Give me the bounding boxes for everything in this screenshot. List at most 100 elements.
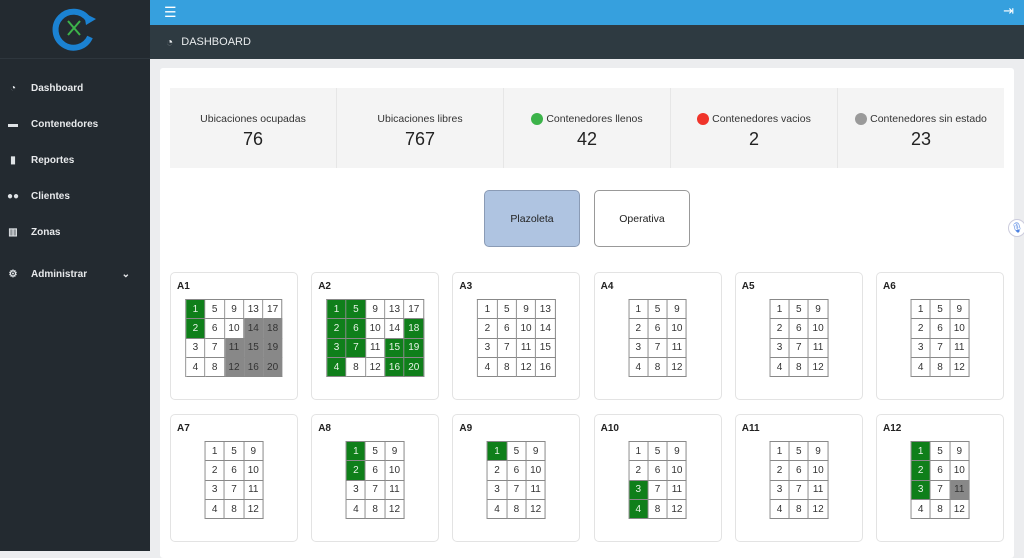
slot-cell[interactable]: 10 (224, 319, 245, 339)
slot-cell[interactable]: 11 (667, 480, 688, 500)
zone-card-a5[interactable]: A5 1 2 3 4 5 6 7 8 9 10 11 12 (734, 272, 863, 400)
slot-cell[interactable]: 3 (629, 480, 649, 500)
slot-cell[interactable]: 9 (667, 300, 688, 320)
slot-cell[interactable]: 12 (808, 499, 829, 520)
slot-cell[interactable]: 4 (327, 357, 347, 378)
slot-cell[interactable]: 11 (244, 480, 264, 500)
slot-cell[interactable]: 12 (667, 499, 688, 520)
slot-cell[interactable]: 4 (911, 499, 931, 520)
slot-cell[interactable]: 1 (770, 442, 790, 462)
slot-cell[interactable]: 17 (404, 300, 424, 320)
slot-cell[interactable]: 9 (516, 300, 537, 320)
slot-cell[interactable]: 12 (244, 499, 264, 520)
slot-cell[interactable]: 2 (911, 319, 931, 339)
slot-cell[interactable]: 7 (497, 338, 517, 358)
slot-cell[interactable]: 1 (629, 300, 649, 320)
slot-cell[interactable]: 2 (770, 319, 790, 339)
slot-cell[interactable]: 8 (507, 499, 527, 520)
slot-cell[interactable]: 16 (244, 357, 264, 378)
slot-cell[interactable]: 1 (327, 300, 347, 320)
slot-cell[interactable]: 6 (789, 319, 809, 339)
slot-cell[interactable]: 17 (263, 300, 283, 320)
slot-cell[interactable]: 9 (224, 300, 245, 320)
sidebar-item-clientes[interactable]: ●● Clientes (0, 184, 150, 208)
slot-cell[interactable]: 12 (667, 357, 688, 378)
slot-cell[interactable]: 9 (526, 442, 546, 462)
slot-cell[interactable]: 6 (497, 319, 517, 339)
slot-cell[interactable]: 1 (911, 300, 931, 320)
slot-cell[interactable]: 3 (770, 480, 790, 500)
slot-cell[interactable]: 11 (385, 480, 405, 500)
slot-cell[interactable]: 10 (808, 461, 829, 481)
slot-cell[interactable]: 4 (346, 499, 367, 520)
slot-cell[interactable]: 6 (205, 319, 225, 339)
slot-cell[interactable]: 9 (385, 442, 405, 462)
slot-cell[interactable]: 10 (244, 461, 264, 481)
slot-cell[interactable]: 19 (263, 338, 283, 358)
slot-cell[interactable]: 8 (789, 499, 809, 520)
slot-cell[interactable]: 8 (648, 357, 668, 378)
slot-cell[interactable]: 7 (224, 480, 245, 500)
slot-cell[interactable]: 11 (516, 338, 537, 358)
slot-cell[interactable]: 7 (346, 338, 367, 358)
slot-cell[interactable]: 14 (536, 319, 556, 339)
slot-cell[interactable]: 11 (808, 338, 829, 358)
microphone-icon[interactable]: 🎙 (1008, 219, 1024, 237)
slot-cell[interactable]: 15 (244, 338, 264, 358)
zone-card-a8[interactable]: A8 1 2 3 4 5 6 7 8 9 10 11 12 (311, 414, 440, 542)
slot-cell[interactable]: 2 (911, 461, 931, 481)
slot-cell[interactable]: 4 (770, 499, 790, 520)
slot-cell[interactable]: 5 (930, 442, 951, 462)
slot-cell[interactable]: 2 (327, 319, 347, 339)
plazoleta-button[interactable]: Plazoleta (484, 190, 580, 247)
slot-cell[interactable]: 3 (327, 338, 347, 358)
slot-cell[interactable]: 1 (770, 300, 790, 320)
slot-cell[interactable]: 2 (629, 461, 649, 481)
slot-cell[interactable]: 8 (205, 357, 225, 378)
slot-cell[interactable]: 3 (770, 338, 790, 358)
slot-cell[interactable]: 10 (950, 319, 970, 339)
slot-cell[interactable]: 10 (366, 319, 386, 339)
slot-cell[interactable]: 9 (667, 442, 688, 462)
slot-cell[interactable]: 14 (385, 319, 405, 339)
zone-card-a12[interactable]: A12 1 2 3 4 5 6 7 8 9 10 11 12 (876, 414, 1004, 542)
slot-cell[interactable]: 16 (536, 357, 556, 378)
zone-card-a11[interactable]: A11 1 2 3 4 5 6 7 8 9 10 11 12 (734, 414, 863, 542)
slot-cell[interactable]: 4 (487, 499, 508, 520)
slot-cell[interactable]: 6 (789, 461, 809, 481)
slot-cell[interactable]: 3 (346, 480, 367, 500)
slot-cell[interactable]: 3 (911, 338, 931, 358)
slot-cell[interactable]: 20 (263, 357, 283, 378)
slot-cell[interactable]: 12 (516, 357, 537, 378)
slot-cell[interactable]: 7 (930, 338, 951, 358)
slot-cell[interactable]: 11 (366, 338, 386, 358)
slot-cell[interactable]: 3 (629, 338, 649, 358)
slot-cell[interactable]: 4 (911, 357, 931, 378)
sidebar-item-zonas[interactable]: ▥ Zonas (0, 220, 150, 244)
slot-cell[interactable]: 5 (366, 442, 386, 462)
slot-cell[interactable]: 9 (950, 300, 970, 320)
slot-cell[interactable]: 7 (648, 480, 668, 500)
slot-cell[interactable]: 12 (808, 357, 829, 378)
slot-cell[interactable]: 5 (789, 442, 809, 462)
slot-cell[interactable]: 7 (507, 480, 527, 500)
slot-cell[interactable]: 4 (770, 357, 790, 378)
slot-cell[interactable]: 12 (385, 499, 405, 520)
slot-cell[interactable]: 10 (526, 461, 546, 481)
slot-cell[interactable]: 1 (487, 442, 508, 462)
slot-cell[interactable]: 2 (205, 461, 225, 481)
slot-cell[interactable]: 6 (648, 461, 668, 481)
slot-cell[interactable]: 8 (366, 499, 386, 520)
slot-cell[interactable]: 3 (205, 480, 225, 500)
zone-card-a6[interactable]: A6 1 2 3 4 5 6 7 8 9 10 11 12 (876, 272, 1004, 400)
zone-card-a4[interactable]: A4 1 2 3 4 5 6 7 8 9 10 11 12 (593, 272, 722, 400)
slot-cell[interactable]: 3 (911, 480, 931, 500)
slot-cell[interactable]: 2 (487, 461, 508, 481)
slot-cell[interactable]: 12 (224, 357, 245, 378)
slot-cell[interactable]: 5 (224, 442, 245, 462)
slot-cell[interactable]: 5 (346, 300, 367, 320)
slot-cell[interactable]: 1 (205, 442, 225, 462)
slot-cell[interactable]: 8 (648, 499, 668, 520)
zone-card-a2[interactable]: A2 1 2 3 4 5 6 7 8 9 10 11 12 13 14 15 16 17 18 19 20 (311, 272, 440, 400)
sidebar-item-contenedores[interactable]: ▬ Contenedores (0, 112, 150, 136)
